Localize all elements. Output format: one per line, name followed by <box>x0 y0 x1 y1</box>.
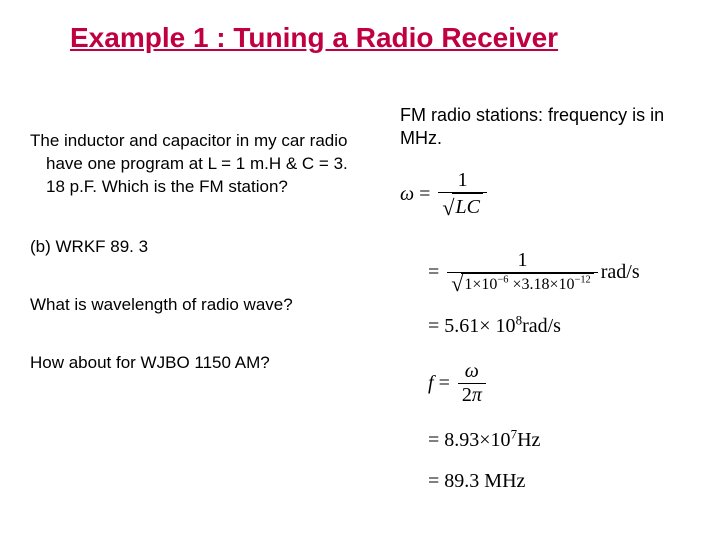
equation-f-formula: f = ω 2π <box>400 360 700 407</box>
eq6-value: 89.3 <box>444 470 479 493</box>
equation-f-value-mhz: = 89.3 MHz <box>400 470 700 493</box>
eq1-numerator: 1 <box>454 169 472 192</box>
left-column: The inductor and capacitor in my car rad… <box>30 130 370 373</box>
eq1-radicand: LC <box>452 193 482 219</box>
slide-title: Example 1 : Tuning a Radio Receiver <box>70 22 558 54</box>
followup-question-wavelength: What is wavelength of radio wave? <box>30 295 370 315</box>
equation-f-value-hz: = 8.93×107 Hz <box>400 429 700 452</box>
eq3-value: 5.61× 108 <box>444 315 522 338</box>
eq5-unit: Hz <box>517 429 540 452</box>
eq4-numerator: ω <box>461 360 483 383</box>
eq5-value: 8.93×107 <box>444 429 517 452</box>
problem-statement: The inductor and capacitor in my car rad… <box>30 130 370 199</box>
eq2-unit: rad/s <box>601 261 640 284</box>
equation-omega-value: = 5.61× 108 rad/s <box>400 315 700 338</box>
answer-option-b: (b) WRKF 89. 3 <box>30 237 370 257</box>
equation-omega-formula: ω = 1 √ LC <box>400 169 700 221</box>
eq6-unit: MHz <box>484 470 525 493</box>
eq4-denominator: 2π <box>458 383 486 407</box>
equation-omega-substituted: = 1 √ 1×10−6 ×3.18×10−12 rad/s <box>400 249 700 297</box>
eq2-radicand: 1×10−6 ×3.18×10−12 <box>461 273 593 295</box>
followup-question-am: How about for WJBO 1150 AM? <box>30 353 370 373</box>
eq2-numerator: 1 <box>514 249 532 272</box>
right-column: FM radio stations: frequency is in MHz. … <box>400 104 700 493</box>
intro-note: FM radio stations: frequency is in MHz. <box>400 104 700 151</box>
omega-symbol: ω <box>400 183 414 206</box>
eq3-unit: rad/s <box>522 315 561 338</box>
